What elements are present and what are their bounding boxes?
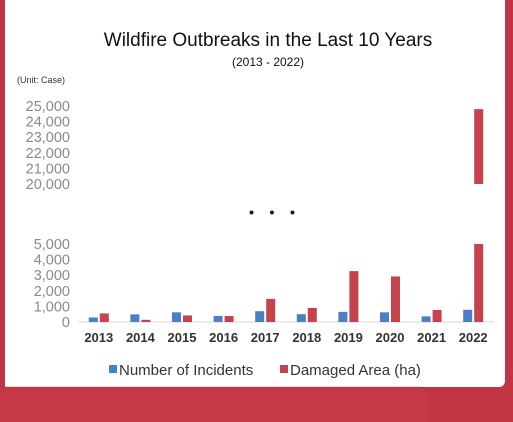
bar-incidents — [88, 317, 98, 322]
x-tick-label: 2022 — [459, 330, 488, 345]
y-tick-label: 1,000 — [34, 299, 70, 315]
y-tick-label: 22,000 — [26, 146, 70, 162]
bar-damaged-area — [99, 313, 109, 322]
bar-damaged-area — [307, 307, 317, 322]
legend-swatch — [109, 365, 117, 373]
bar-incidents — [213, 315, 223, 322]
legend-label: Damaged Area (ha) — [290, 362, 421, 379]
y-tick-label: 20,000 — [26, 177, 70, 193]
y-tick-label: 2,000 — [34, 284, 70, 300]
x-tick-label: 2019 — [334, 330, 363, 345]
legend-swatch — [280, 365, 288, 373]
x-tick-label: 2016 — [209, 330, 238, 345]
x-tick-label: 2017 — [251, 330, 280, 345]
x-tick-label: 2014 — [126, 330, 156, 345]
chart-title: Wildfire Outbreaks in the Last 10 Years — [104, 30, 432, 51]
y-tick-label: 24,000 — [26, 115, 70, 131]
bar-damaged-area — [141, 319, 151, 322]
bar-damaged-area — [474, 244, 484, 322]
y-tick-label: 4,000 — [34, 253, 70, 269]
axis-break-marker: • • • — [249, 204, 295, 220]
x-tick-label: 2018 — [292, 330, 321, 345]
bar-damaged-area — [266, 298, 276, 322]
slide-footer-panel — [0, 387, 428, 422]
y-tick-label: 3,000 — [34, 268, 70, 284]
y-tick-label: 25,000 — [26, 99, 70, 115]
x-tick-label: 2015 — [168, 330, 197, 345]
chart-subtitle: (2013 - 2022) — [232, 55, 304, 69]
y-tick-label: 5,000 — [34, 237, 70, 253]
bar-incidents — [172, 312, 181, 322]
bar-incidents — [380, 312, 389, 322]
bar-damaged-area — [432, 309, 442, 322]
x-tick-label: 2020 — [376, 330, 405, 345]
y-tick-label: 0 — [62, 315, 70, 331]
bar-incidents — [338, 311, 348, 322]
y-tick-label: 23,000 — [26, 130, 70, 146]
bar-damaged-area — [183, 315, 192, 322]
bar-incidents — [463, 309, 473, 322]
bar-damaged-area-upper — [474, 109, 484, 184]
bar-incidents — [255, 311, 265, 322]
x-tick-label: 2021 — [417, 330, 446, 345]
bar-incidents — [130, 314, 140, 322]
bar-incidents — [421, 316, 431, 322]
bar-damaged-area — [349, 271, 359, 322]
x-tick-label: 2013 — [84, 330, 113, 345]
bar-damaged-area — [224, 316, 234, 322]
chart-legend: Number of Incidents Damaged Area (ha) — [109, 362, 421, 379]
unit-label: (Unit: Case) — [17, 75, 65, 85]
legend-label: Number of Incidents — [119, 362, 253, 379]
y-tick-label: 21,000 — [26, 161, 70, 177]
bar-incidents — [296, 314, 306, 322]
bar-damaged-area — [391, 276, 400, 322]
